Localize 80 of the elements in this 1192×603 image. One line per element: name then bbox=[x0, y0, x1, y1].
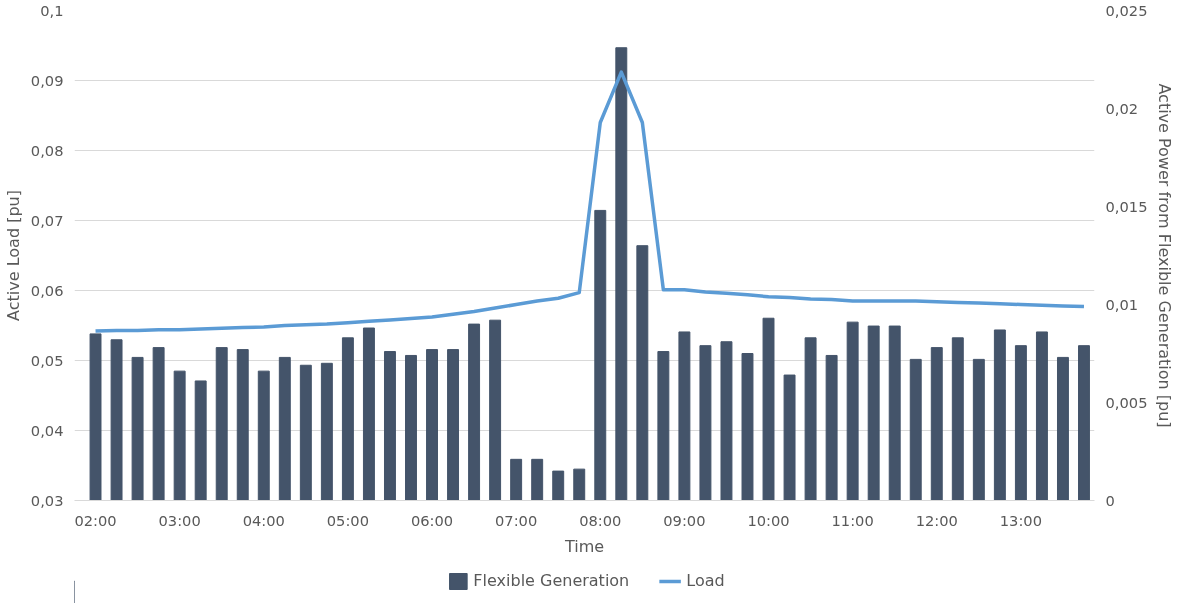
bar bbox=[405, 354, 417, 501]
x-axis-title: Time bbox=[563, 536, 605, 556]
y-tick-label: 0,06 bbox=[30, 281, 64, 299]
y-axis-title: Active Load [pu] bbox=[3, 190, 23, 321]
x-tick-label: 08:00 bbox=[579, 511, 622, 529]
bar bbox=[615, 47, 628, 501]
x-tick-label: 13:00 bbox=[999, 511, 1043, 529]
bar bbox=[720, 341, 733, 501]
bar bbox=[299, 364, 312, 501]
bar bbox=[152, 347, 165, 501]
bar bbox=[215, 347, 228, 501]
bar bbox=[257, 370, 270, 501]
bar bbox=[1014, 345, 1027, 501]
bar bbox=[951, 337, 964, 501]
bar bbox=[510, 458, 523, 501]
bar bbox=[867, 325, 880, 501]
bar bbox=[825, 354, 838, 501]
y2-tick-label: 0,025 bbox=[1105, 1, 1148, 19]
bar bbox=[888, 325, 901, 501]
bar bbox=[846, 321, 859, 501]
x-tick-label: 07:00 bbox=[495, 511, 538, 529]
x-tick-label: 02:00 bbox=[74, 511, 117, 529]
bar bbox=[573, 468, 586, 501]
bar bbox=[1078, 345, 1090, 501]
bar bbox=[489, 319, 502, 501]
bar bbox=[320, 362, 333, 501]
x-tick-label: 04:00 bbox=[242, 511, 285, 529]
x-tick-label: 09:00 bbox=[663, 511, 706, 529]
bar bbox=[678, 331, 691, 501]
bar bbox=[194, 380, 207, 501]
x-tick-label: 11:00 bbox=[831, 511, 874, 529]
bar bbox=[362, 327, 375, 501]
bar bbox=[657, 351, 670, 501]
y2-tick-label: 0,005 bbox=[1105, 393, 1148, 411]
x-tick-label: 05:00 bbox=[326, 511, 370, 529]
bar bbox=[341, 337, 354, 501]
bar bbox=[909, 358, 922, 501]
bar bbox=[783, 374, 796, 501]
bar bbox=[552, 470, 565, 501]
y-tick-label: 0,04 bbox=[30, 421, 64, 439]
line-series bbox=[93, 70, 1086, 333]
bar bbox=[993, 329, 1006, 501]
legend-label: Load bbox=[686, 571, 725, 590]
bar bbox=[131, 356, 144, 501]
bar bbox=[972, 358, 985, 501]
y-tick-label: 0,07 bbox=[30, 211, 64, 229]
bar bbox=[804, 337, 817, 501]
x-tick-label: 03:00 bbox=[158, 511, 201, 529]
bar bbox=[89, 333, 102, 501]
y-tick-label: 0,1 bbox=[40, 1, 64, 19]
x-tick-label: 12:00 bbox=[915, 511, 958, 529]
y2-axis-title: Active Power from Flexible Generation [pu] bbox=[1155, 83, 1175, 428]
bar bbox=[594, 209, 607, 501]
bar bbox=[1056, 356, 1069, 501]
bar bbox=[762, 317, 775, 501]
bar bbox=[741, 353, 754, 501]
bar bbox=[636, 245, 649, 501]
y2-tick-label: 0,01 bbox=[1105, 295, 1139, 313]
y-tick-label: 0,09 bbox=[30, 71, 64, 89]
bar bbox=[278, 356, 291, 501]
bar bbox=[236, 349, 249, 501]
bar bbox=[384, 351, 396, 501]
bar bbox=[1035, 331, 1048, 501]
y2-tick-label: 0,02 bbox=[1105, 99, 1139, 117]
bar bbox=[110, 339, 123, 501]
y-tick-label: 0,03 bbox=[30, 491, 64, 509]
x-tick-label: 10:00 bbox=[747, 511, 790, 529]
bar bbox=[468, 323, 481, 501]
legend-label: Flexible Generation bbox=[473, 571, 630, 590]
x-tick-label: 06:00 bbox=[410, 511, 454, 529]
y2-tick-label: 0,015 bbox=[1105, 197, 1148, 215]
bar bbox=[699, 345, 712, 501]
y-tick-label: 0,08 bbox=[30, 141, 64, 159]
y-tick-label: 0,05 bbox=[30, 351, 64, 369]
y2-tick-label: 0 bbox=[1105, 491, 1115, 509]
bar bbox=[930, 347, 943, 501]
bar bbox=[426, 349, 438, 501]
bar bbox=[531, 458, 544, 501]
bar bbox=[447, 349, 460, 501]
bar bbox=[173, 370, 186, 501]
